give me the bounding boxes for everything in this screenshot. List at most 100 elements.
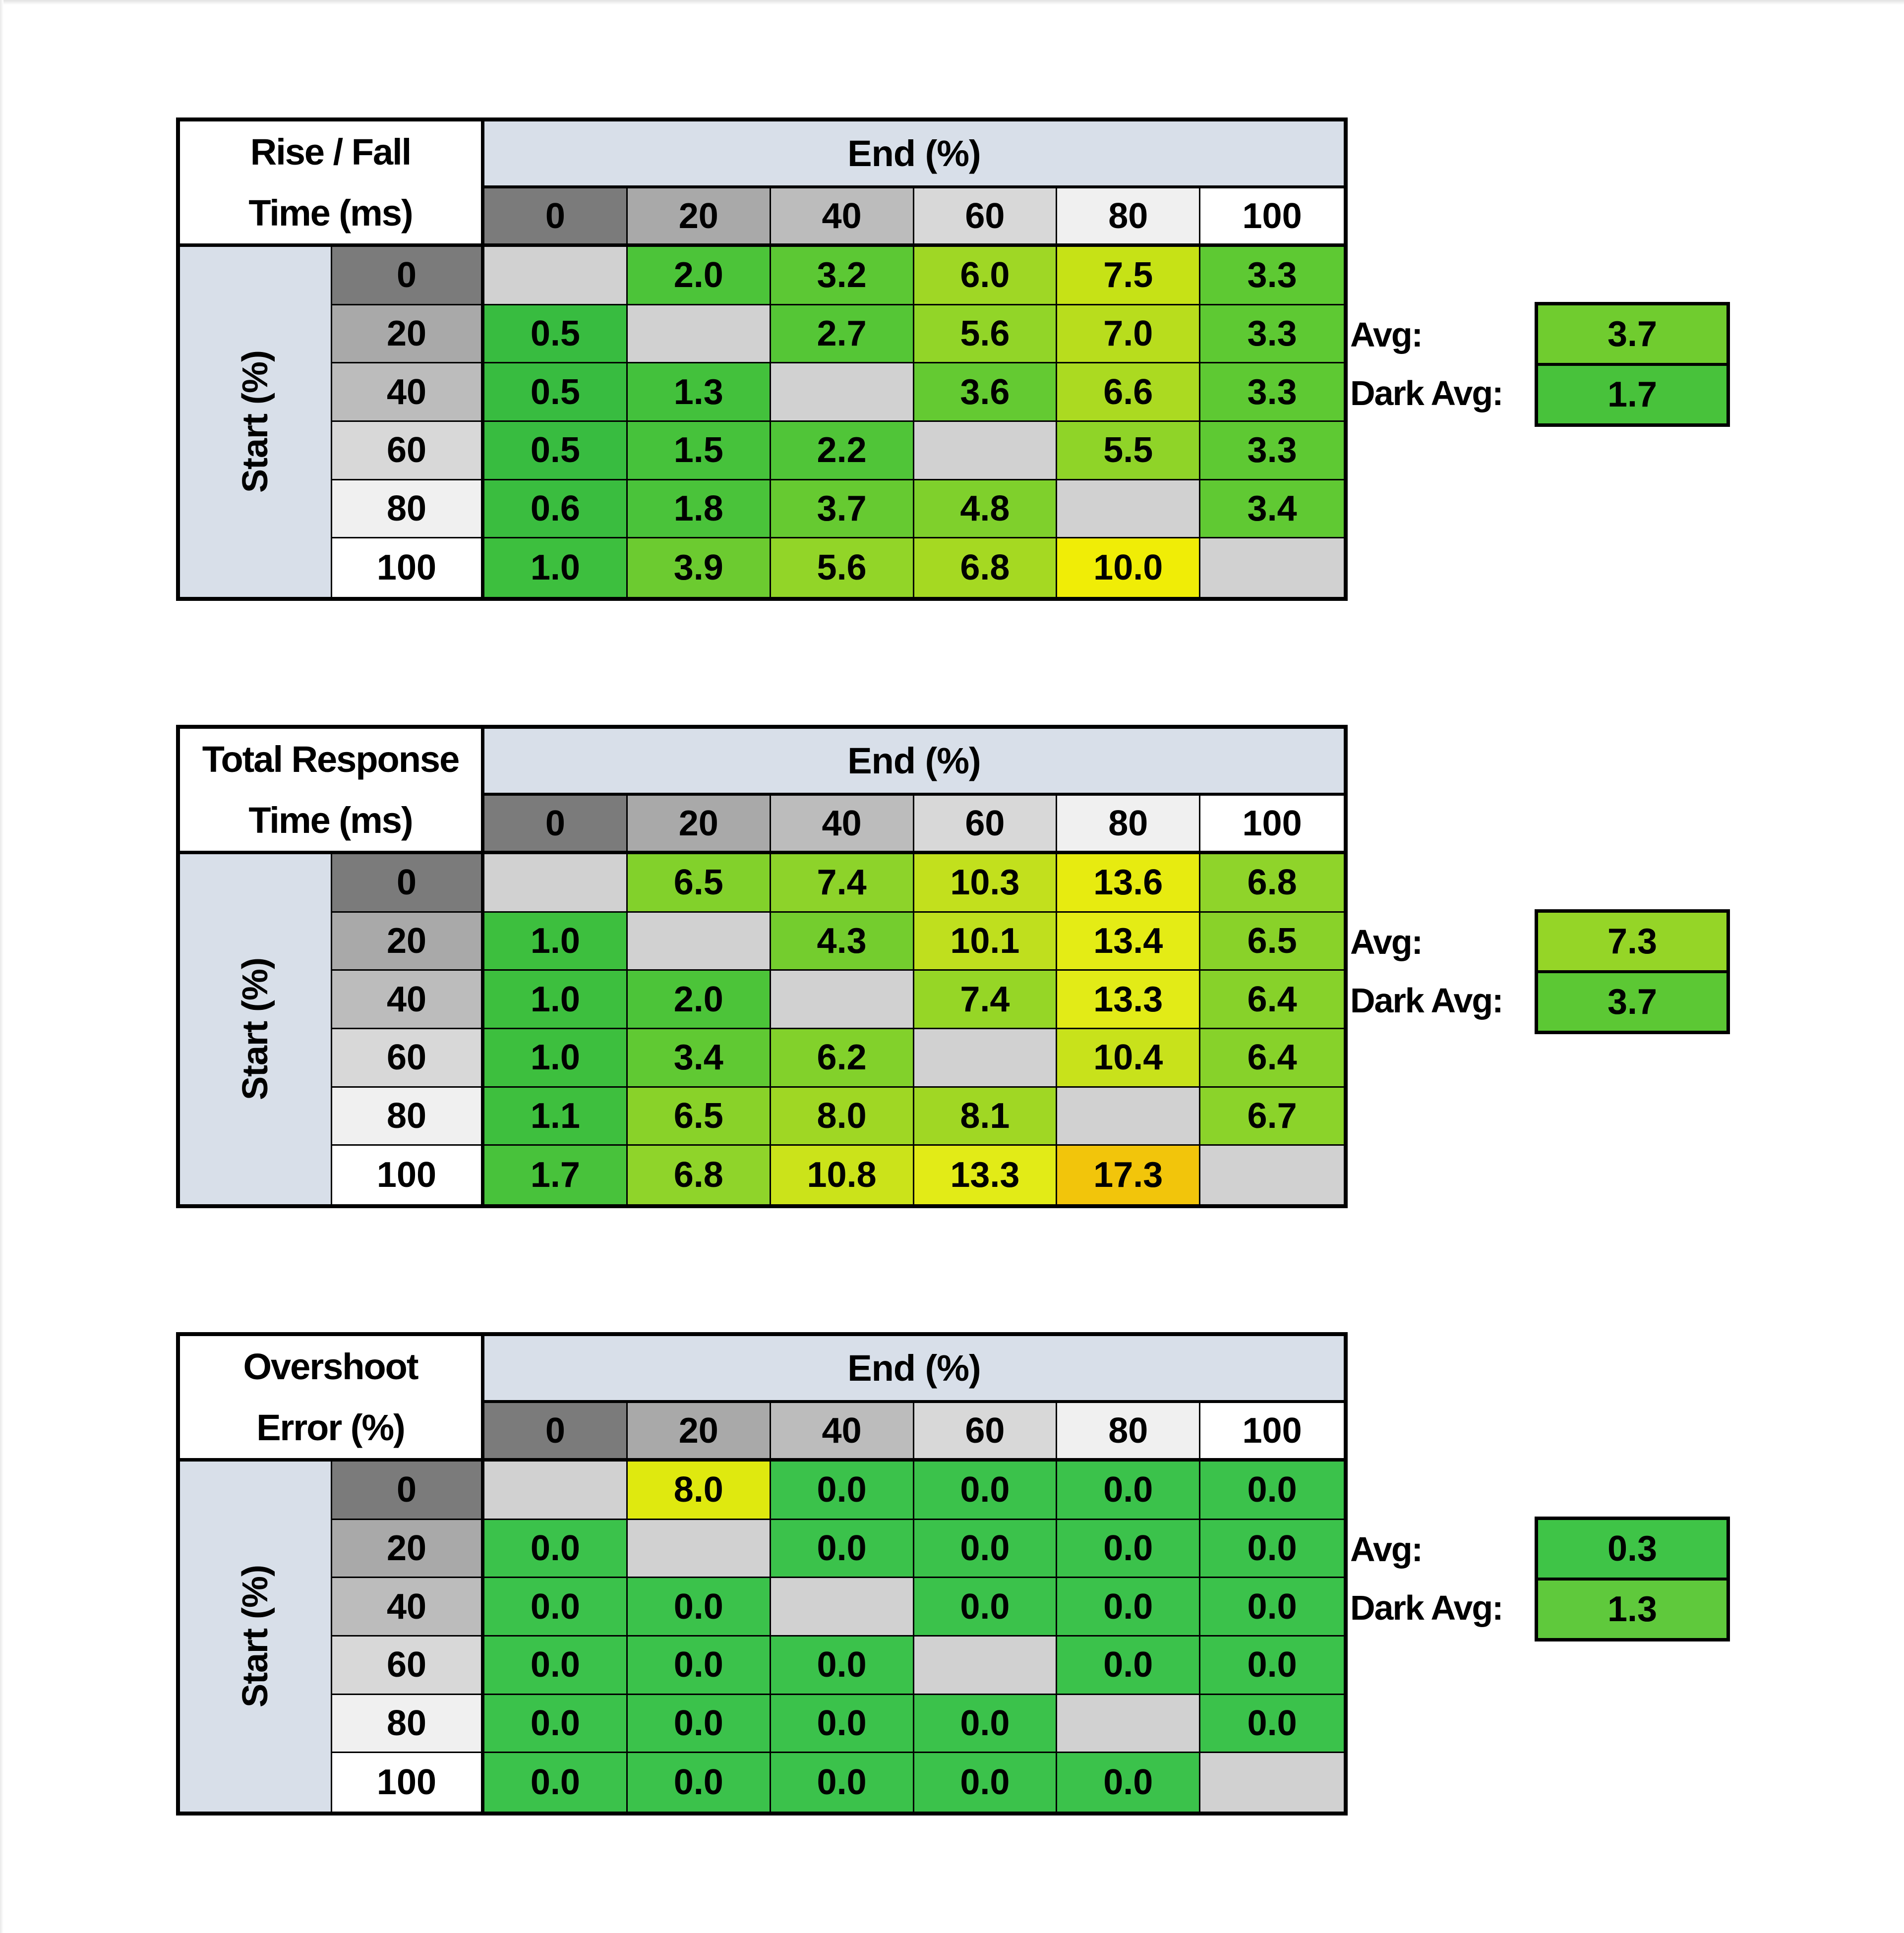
heatmap-cell-0-40: 3.2 (771, 247, 914, 305)
row-header-100: 100 (332, 1146, 484, 1204)
start-axis-title: Start (%) (236, 351, 275, 493)
heatmap-cell-60-0: 0.0 (484, 1636, 628, 1695)
dark-avg-value: 1.3 (1538, 1581, 1726, 1638)
heatmap-cell-80-20: 6.5 (627, 1087, 771, 1146)
avg-summary-box: 3.7 1.7 (1535, 302, 1730, 427)
heatmap-cell-60-80: 0.0 (1057, 1636, 1201, 1695)
diagonal-cell (627, 912, 771, 971)
col-header-100: 100 (1200, 796, 1344, 854)
heatmap-cell-60-80: 10.4 (1057, 1029, 1201, 1088)
heatmap-cell-40-100: 6.4 (1200, 971, 1344, 1029)
start-axis-title-cell: Start (%) (180, 854, 332, 1204)
row-header-40: 40 (332, 363, 484, 422)
row-header-80: 80 (332, 1087, 484, 1146)
dark-avg-value: 3.7 (1538, 973, 1726, 1031)
end-axis-title: End (%) (484, 729, 1344, 796)
heatmap-cell-0-40: 7.4 (771, 854, 914, 913)
row-header-40: 40 (332, 971, 484, 1029)
heatmap-cell-100-80: 17.3 (1057, 1146, 1201, 1204)
heatmap-cell-60-100: 3.3 (1200, 421, 1344, 480)
row-header-60: 60 (332, 1029, 484, 1088)
avg-label: Avg: (1350, 1530, 1423, 1569)
heatmap-cell-80-100: 6.7 (1200, 1087, 1344, 1146)
heatmap-cell-20-60: 5.6 (914, 305, 1058, 364)
row-header-100: 100 (332, 538, 484, 597)
heatmap-cell-60-0: 1.0 (484, 1029, 628, 1088)
row-header-20: 20 (332, 1520, 484, 1579)
heatmap-cell-60-0: 0.5 (484, 421, 628, 480)
diagonal-cell (1057, 1695, 1201, 1754)
heatmap-cell-20-40: 0.0 (771, 1520, 914, 1579)
heatmap-cell-20-100: 6.5 (1200, 912, 1344, 971)
heatmap-cell-80-40: 8.0 (771, 1087, 914, 1146)
heatmap-cell-80-0: 1.1 (484, 1087, 628, 1146)
diagonal-cell (914, 1029, 1058, 1088)
col-header-20: 20 (627, 796, 771, 854)
diagonal-cell (484, 854, 628, 913)
row-header-0: 0 (332, 247, 484, 305)
diagonal-cell (627, 1520, 771, 1579)
heatmap-cell-40-60: 0.0 (914, 1578, 1058, 1637)
diagonal-cell (484, 1462, 628, 1520)
row-header-80: 80 (332, 1695, 484, 1754)
heatmap-cell-80-0: 0.0 (484, 1695, 628, 1754)
row-header-60: 60 (332, 1636, 484, 1695)
heatmap-cell-20-80: 0.0 (1057, 1520, 1201, 1579)
heatmap-cell-20-0: 1.0 (484, 912, 628, 971)
diagonal-cell (914, 1636, 1058, 1695)
heatmap-cell-100-20: 3.9 (627, 538, 771, 597)
heatmap-cell-0-60: 0.0 (914, 1462, 1058, 1520)
diagonal-cell (1200, 538, 1344, 597)
row-header-60: 60 (332, 421, 484, 480)
table-title-line2: Error (%) (256, 1407, 406, 1448)
rise-fall-time-table: Rise / Fall Time (ms) End (%) Start (%) … (176, 117, 1730, 601)
heatmap-cell-20-100: 0.0 (1200, 1520, 1344, 1579)
heatmap-cell-20-100: 3.3 (1200, 305, 1344, 364)
heatmap-cell-40-100: 3.3 (1200, 363, 1344, 422)
heatmap-cell-80-60: 0.0 (914, 1695, 1058, 1754)
heatmap-cell-20-60: 10.1 (914, 912, 1058, 971)
row-header-0: 0 (332, 854, 484, 913)
dark-avg-label: Dark Avg: (1350, 374, 1503, 412)
col-header-0: 0 (484, 188, 628, 247)
heatmap-cell-40-20: 0.0 (627, 1578, 771, 1637)
heatmap-cell-40-80: 0.0 (1057, 1578, 1201, 1637)
heatmap-cell-60-100: 0.0 (1200, 1636, 1344, 1695)
table-title-line1: Overshoot (243, 1346, 418, 1387)
heatmap-cell-60-20: 1.5 (627, 421, 771, 480)
heatmap-cell-40-100: 0.0 (1200, 1578, 1344, 1637)
col-header-80: 80 (1057, 188, 1201, 247)
heatmap-cell-20-40: 2.7 (771, 305, 914, 364)
col-header-0: 0 (484, 796, 628, 854)
heatmap-cell-60-100: 6.4 (1200, 1029, 1344, 1088)
heatmap-cell-100-0: 1.0 (484, 538, 628, 597)
heatmap-cell-0-100: 6.8 (1200, 854, 1344, 913)
end-axis-title: End (%) (484, 121, 1344, 188)
heatmap-cell-0-80: 13.6 (1057, 854, 1201, 913)
heatmap-cell-60-80: 5.5 (1057, 421, 1201, 480)
row-header-40: 40 (332, 1578, 484, 1637)
start-axis-title: Start (%) (236, 1565, 275, 1708)
heatmap-cell-0-100: 0.0 (1200, 1462, 1344, 1520)
heatmap-cell-40-60: 3.6 (914, 363, 1058, 422)
avg-label: Avg: (1350, 315, 1423, 354)
heatmap-cell-0-20: 6.5 (627, 854, 771, 913)
total-response-time-table: Total Response Time (ms) End (%) Start (… (176, 725, 1730, 1208)
row-header-0: 0 (332, 1462, 484, 1520)
heatmap-cell-20-60: 0.0 (914, 1520, 1058, 1579)
avg-summary-box: 0.3 1.3 (1535, 1517, 1730, 1641)
dark-avg-label: Dark Avg: (1350, 1588, 1503, 1627)
col-header-60: 60 (914, 796, 1058, 854)
col-header-100: 100 (1200, 188, 1344, 247)
avg-value: 3.7 (1538, 305, 1726, 363)
heatmap-cell-100-40: 10.8 (771, 1146, 914, 1204)
heatmap-cell-0-20: 8.0 (627, 1462, 771, 1520)
col-header-40: 40 (771, 188, 914, 247)
heatmap-cell-100-80: 10.0 (1057, 538, 1201, 597)
table-title: Total Response Time (ms) (180, 729, 484, 854)
heatmap-cell-60-40: 6.2 (771, 1029, 914, 1088)
avg-value: 0.3 (1538, 1520, 1726, 1578)
heatmap-cell-100-0: 0.0 (484, 1753, 628, 1812)
